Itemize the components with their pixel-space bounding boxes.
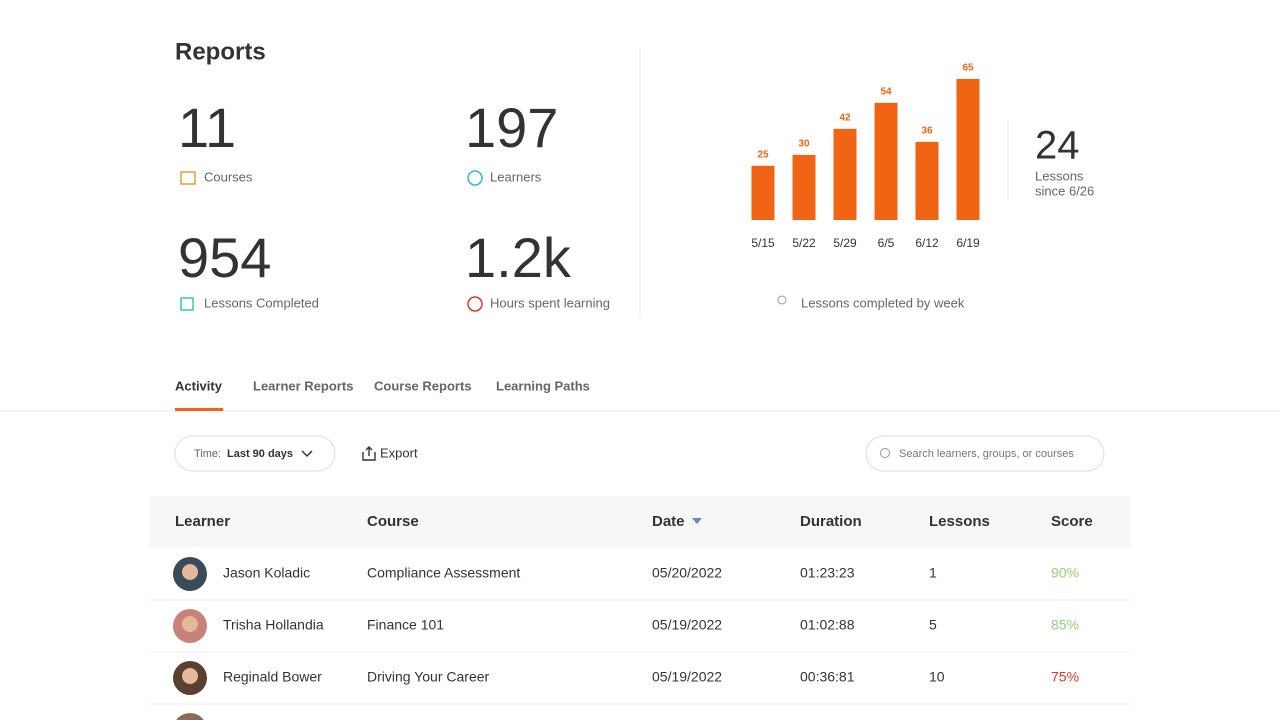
duration: 01:23:23 <box>800 565 855 581</box>
time-filter[interactable] <box>174 435 336 472</box>
chevron <box>301 450 313 458</box>
side-stat-value: 24 <box>1035 124 1080 168</box>
x-tick-label: 6/5 <box>878 236 895 250</box>
stat-value: 954 <box>178 226 271 289</box>
stat-label: Learners <box>490 169 542 184</box>
avatar <box>176 713 204 720</box>
bar <box>956 78 980 220</box>
score: 75% <box>1051 669 1079 685</box>
bar-value-label: 65 <box>962 63 974 74</box>
side-stat-label: since 6/26 <box>1035 183 1094 198</box>
search-box[interactable] <box>865 435 1105 472</box>
tab[interactable]: Learner Reports <box>253 378 353 393</box>
search-icon <box>880 448 890 458</box>
export-icon <box>362 446 376 461</box>
tab[interactable]: Activity <box>175 378 223 393</box>
column-header: Course <box>367 513 419 530</box>
time-value: Last 90 days <box>227 448 293 460</box>
learner-name: Reginald Bower <box>223 669 322 685</box>
date: 05/19/2022 <box>652 617 722 633</box>
hours-icon <box>467 296 483 312</box>
bar-value-label: 25 <box>757 149 769 160</box>
stat-label: Lessons Completed <box>204 295 319 310</box>
active-tab-indicator <box>175 408 223 411</box>
export-button[interactable]: Export <box>380 445 418 460</box>
caption-icon <box>777 295 787 305</box>
courses-icon <box>180 171 196 185</box>
score: 85% <box>1051 617 1079 633</box>
x-tick-label: 5/22 <box>792 236 816 250</box>
stat-value: 197 <box>465 96 558 159</box>
table-header <box>150 496 1130 547</box>
learners-icon <box>467 170 483 186</box>
column-header: Duration <box>800 513 862 530</box>
stat-label: Hours spent learning <box>490 295 610 310</box>
lessons: 5 <box>929 617 937 633</box>
x-tick-label: 6/12 <box>915 236 939 250</box>
column-header: Score <box>1051 513 1093 530</box>
duration: 01:02:88 <box>800 617 855 633</box>
page-title: Reports <box>175 38 266 65</box>
course-name: Driving Your Career <box>367 669 490 685</box>
stat-label: Courses <box>204 169 253 184</box>
stat-value: 1.2k <box>465 226 572 289</box>
search-placeholder: Search learners, groups, or courses <box>899 448 1074 460</box>
side-stat-label: Lessons <box>1035 168 1084 183</box>
bar <box>833 128 857 220</box>
chart-caption: Lessons completed by week <box>801 295 965 310</box>
learner-name: Trisha Hollandia <box>223 617 324 633</box>
lessons-icon <box>180 297 194 311</box>
bar-value-label: 30 <box>798 139 810 150</box>
bar <box>915 141 939 220</box>
date: 05/20/2022 <box>652 565 722 581</box>
bar <box>792 154 816 220</box>
tab[interactable]: Course Reports <box>374 378 472 393</box>
bar-value-label: 54 <box>880 86 892 97</box>
score: 90% <box>1051 565 1079 581</box>
column-header: Date <box>652 513 685 530</box>
x-tick-label: 5/15 <box>751 236 775 250</box>
duration: 00:36:81 <box>800 669 855 685</box>
lessons: 1 <box>929 565 937 581</box>
course-name: Compliance Assessment <box>367 565 520 581</box>
avatar-face <box>182 668 198 684</box>
x-tick-label: 6/19 <box>956 236 980 250</box>
column-header: Learner <box>175 513 230 530</box>
column-header: Lessons <box>929 513 990 530</box>
sort-indicator <box>692 518 702 524</box>
avatar-face <box>182 616 198 632</box>
date: 05/19/2022 <box>652 669 722 685</box>
bar <box>874 102 898 220</box>
tab[interactable]: Learning Paths <box>496 378 590 393</box>
course-name: Finance 101 <box>367 617 444 633</box>
bar <box>751 165 775 220</box>
x-tick-label: 5/29 <box>833 236 857 250</box>
stat-value: 11 <box>178 96 236 159</box>
lessons: 10 <box>929 669 945 685</box>
time-label: Time: <box>194 448 221 460</box>
bar-value-label: 36 <box>921 126 933 137</box>
bar-value-label: 42 <box>839 113 851 124</box>
learner-name: Jason Koladic <box>223 565 310 581</box>
avatar-face <box>182 564 198 580</box>
